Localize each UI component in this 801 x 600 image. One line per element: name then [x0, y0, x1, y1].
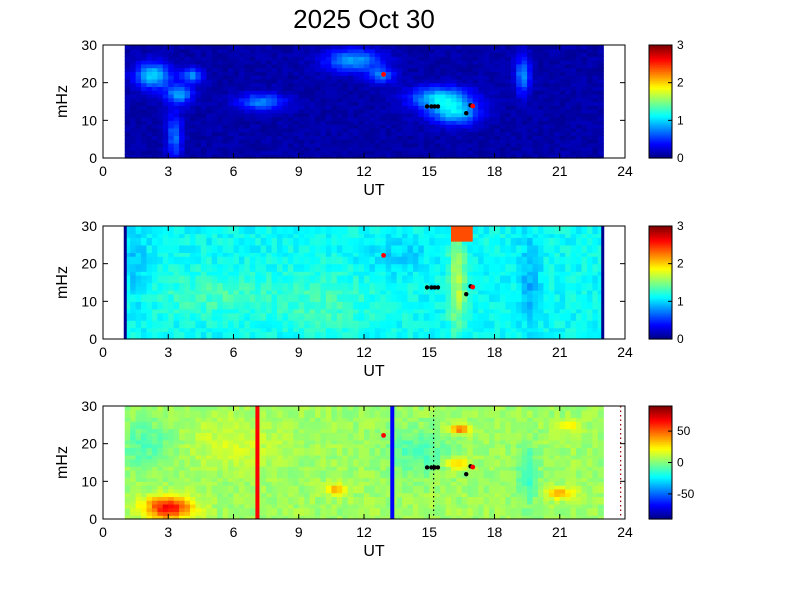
x-tick-label: 9 [295, 344, 303, 360]
y-tick-label: 10 [81, 473, 97, 489]
marker-black [464, 291, 469, 297]
x-tick-label: 0 [99, 524, 107, 540]
x-axis-label: UT [363, 363, 385, 380]
colorbar: 50 0 -50 [648, 405, 695, 520]
marker-black [432, 465, 437, 470]
x-tick-label: 0 [99, 344, 107, 360]
colorbar-frame [648, 225, 673, 340]
x-axis-label: UT [363, 182, 385, 199]
x-tick-label: 15 [421, 344, 437, 360]
x-tick-label: 24 [617, 163, 633, 179]
colorbar-tick-label: 1 [677, 113, 684, 127]
x-tick-label: 12 [356, 524, 372, 540]
y-tick-label: 0 [89, 511, 97, 527]
y-tick-label: 0 [89, 331, 97, 347]
y-tick-label: 30 [81, 218, 97, 234]
colorbar-tick-label: 0 [677, 332, 684, 346]
marker-red [470, 103, 476, 109]
x-tick-label: 12 [356, 163, 372, 179]
y-tick-label: 20 [81, 75, 97, 91]
y-tick-label: 30 [81, 37, 97, 53]
x-tick-label: 6 [230, 524, 238, 540]
marker-black [432, 285, 437, 290]
colorbar-tick-label: 3 [677, 38, 684, 52]
colorbar-tick-label: 3 [677, 219, 684, 233]
x-tick-label: 21 [552, 524, 568, 540]
spectrogram-panel-3: 0 3 6 9 12 15 18 21 24 0 10 20 30 UT mHz 50 0 -50 [54, 398, 695, 560]
x-tick-label: 9 [295, 524, 303, 540]
colorbar-tick-label: 2 [677, 257, 684, 271]
x-tick-label: 6 [230, 163, 238, 179]
marker-red [381, 71, 386, 77]
x-tick-label: 21 [552, 163, 568, 179]
x-tick-label: 3 [164, 163, 172, 179]
x-tick-label: 3 [164, 524, 172, 540]
vertical-line-1 [255, 406, 260, 519]
y-tick-label: 10 [81, 293, 97, 309]
x-tick-label: 15 [421, 524, 437, 540]
marker-black [435, 465, 441, 470]
x-tick-label: 18 [487, 163, 503, 179]
y-tick-label: 30 [81, 398, 97, 414]
y-tick-label: 0 [89, 150, 97, 166]
x-axis-label: UT [363, 543, 385, 560]
marker-black [464, 471, 469, 477]
x-tick-label: 12 [356, 344, 372, 360]
colorbar-tick-label: 2 [677, 76, 684, 90]
marker-black [429, 104, 434, 109]
x-tick-label: 21 [552, 344, 568, 360]
y-axis-label: mHz [54, 85, 71, 118]
marker-red [470, 284, 476, 290]
y-axis-label: mHz [54, 266, 71, 299]
marker-black [435, 285, 441, 290]
colorbar-tick-label: 50 [677, 424, 691, 438]
x-tick-label: 3 [164, 344, 172, 360]
marker-black [435, 104, 441, 109]
marker-black [429, 285, 434, 290]
marker-black [424, 465, 430, 470]
x-tick-label: 15 [421, 163, 437, 179]
colorbar-tick-label: 1 [677, 294, 684, 308]
marker-black [464, 110, 469, 116]
marker-red [381, 252, 386, 258]
vertical-line-2 [390, 406, 395, 519]
colorbar: 0 1 2 3 [648, 38, 684, 165]
x-tick-label: 9 [295, 163, 303, 179]
y-tick-label: 20 [81, 436, 97, 452]
colorbar-tick-label: 0 [677, 151, 684, 165]
y-axis-label: mHz [54, 446, 71, 479]
marker-black [424, 104, 430, 109]
x-tick-label: 24 [617, 524, 633, 540]
marker-black [424, 285, 430, 290]
x-tick-label: 18 [487, 344, 503, 360]
y-tick-label: 10 [81, 112, 97, 128]
marker-red [470, 464, 476, 470]
colorbar: 0 1 2 3 [648, 219, 684, 346]
edge-band-left [123, 226, 127, 339]
heatmap-cells [124, 45, 604, 159]
x-tick-label: 6 [230, 344, 238, 360]
heatmap-cells [124, 406, 604, 520]
marker-black [429, 465, 434, 470]
marker-red [381, 432, 386, 438]
colorbar-tick-label: 0 [677, 456, 684, 470]
figure-title: 2025 Oct 30 [293, 4, 435, 34]
heatmap-cells [124, 226, 604, 340]
x-tick-label: 18 [487, 524, 503, 540]
marker-black [432, 104, 437, 109]
y-tick-label: 20 [81, 256, 97, 272]
colorbar-tick-label: -50 [677, 487, 695, 501]
x-tick-label: 0 [99, 163, 107, 179]
edge-band-right [601, 226, 605, 339]
x-tick-label: 24 [617, 344, 633, 360]
colorbar-frame [648, 44, 673, 159]
